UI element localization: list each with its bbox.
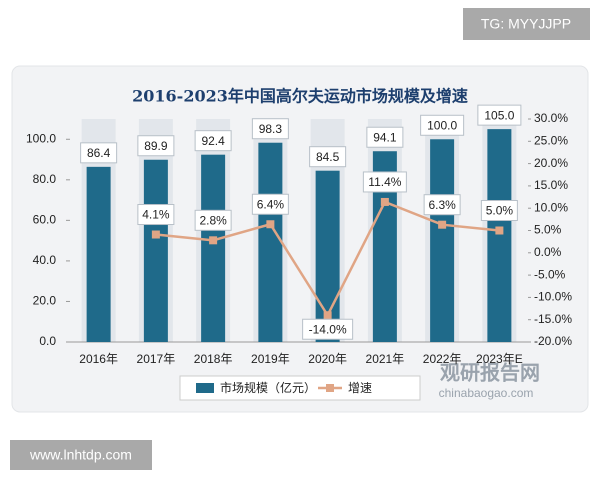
y-tick-label: 0.0 — [39, 334, 56, 348]
bar — [430, 139, 455, 342]
bar-value-label-box — [194, 130, 232, 152]
y-tick-label: 40.0 — [33, 253, 57, 267]
bar-value-label-box — [251, 118, 289, 140]
legend-swatch — [196, 383, 214, 393]
line-value-label: 4.1% — [142, 208, 170, 222]
bar-value-label: 84.5 — [316, 150, 340, 164]
brand: 观研报告网 — [440, 360, 540, 384]
y2-tick-label: 10.0% — [534, 200, 568, 214]
line-marker — [380, 197, 389, 206]
bar-value-label: 100.0 — [427, 118, 457, 132]
line-value-label-box — [194, 209, 232, 231]
bar-value-label: 86.4 — [87, 146, 111, 160]
y2-tick-label: -15.0% — [534, 312, 572, 326]
line-marker — [438, 220, 447, 229]
watermark: www.lnhtdp.com — [29, 447, 132, 463]
line-value-label: -14.0% — [309, 322, 347, 336]
y-tick-label: 60.0 — [33, 213, 57, 227]
legend-label: 市场规模（亿元） — [220, 380, 316, 395]
bar-value-label: 105.0 — [484, 108, 514, 122]
y2-tick-label: -5.0% — [534, 267, 566, 281]
bar-value-label-box — [309, 146, 347, 168]
x-tick-label: 2016年 — [79, 352, 118, 366]
bar-value-label-box — [420, 114, 465, 136]
brand-url: chinabaogao.com — [439, 386, 534, 400]
x-tick-label: 2021年 — [366, 352, 405, 366]
line-value-label-box — [423, 194, 461, 216]
line-value-label-box — [480, 200, 518, 221]
line-value-label: 6.4% — [257, 197, 285, 211]
bar-value-label-box — [477, 104, 522, 126]
bar-value-label: 89.9 — [144, 139, 168, 153]
y2-tick-label: 15.0% — [534, 178, 568, 192]
line-value-label: 5.0% — [486, 204, 514, 218]
bar — [258, 142, 283, 342]
bar-value-label: 92.4 — [201, 134, 225, 148]
bar-value-label: 98.3 — [259, 122, 283, 136]
y2-tick-label: 0.0% — [534, 245, 562, 259]
line-marker — [323, 311, 332, 320]
chart-title: 2016-2023年中国高尔夫运动市场规模及增速 — [132, 87, 468, 106]
y-tick-label: 80.0 — [33, 172, 57, 186]
line-marker — [266, 220, 275, 229]
line-value-label: 6.3% — [428, 198, 456, 212]
bar-value-label-box — [366, 126, 404, 148]
x-tick-label: 2020年 — [308, 352, 347, 366]
bar — [487, 129, 512, 342]
x-tick-label: 2022年 — [423, 352, 462, 366]
y2-tick-label: -20.0% — [534, 334, 572, 348]
x-tick-label: 2023年E — [476, 352, 523, 366]
watermark-box — [463, 8, 590, 40]
legend-label: 增速 — [348, 381, 372, 395]
bar — [143, 159, 168, 342]
watermark: TG: MYYJJPP — [481, 16, 571, 32]
watermark-box — [10, 440, 152, 470]
y2-tick-label: 5.0% — [534, 223, 562, 237]
x-tick-label: 2018年 — [194, 352, 233, 366]
bar-value-label: 94.1 — [373, 130, 397, 144]
line-value-label-box — [251, 193, 289, 215]
y2-tick-label: 25.0% — [534, 133, 568, 147]
y2-tick-label: 30.0% — [534, 111, 568, 125]
x-tick-label: 2019年 — [251, 352, 290, 366]
line-marker — [209, 236, 218, 245]
line-value-label-box — [362, 171, 407, 193]
line-marker — [495, 226, 504, 235]
y2-tick-label: 20.0% — [534, 156, 568, 170]
line-marker — [151, 230, 160, 239]
y-tick-label: 20.0 — [33, 294, 57, 308]
bar-value-label-box — [137, 135, 175, 157]
line-value-label: 11.4% — [368, 175, 401, 189]
bar — [86, 166, 111, 342]
bar — [201, 154, 226, 342]
legend-box — [179, 375, 421, 401]
legend-swatch — [326, 384, 334, 392]
y2-tick-label: -10.0% — [534, 290, 572, 304]
bar-value-label-box — [80, 142, 118, 164]
x-tick-label: 2017年 — [137, 352, 176, 366]
line-value-label: 2.8% — [199, 213, 227, 227]
line-value-label-box — [137, 204, 175, 226]
line-value-label-box — [302, 318, 354, 340]
y-tick-label: 100.0 — [26, 131, 56, 145]
